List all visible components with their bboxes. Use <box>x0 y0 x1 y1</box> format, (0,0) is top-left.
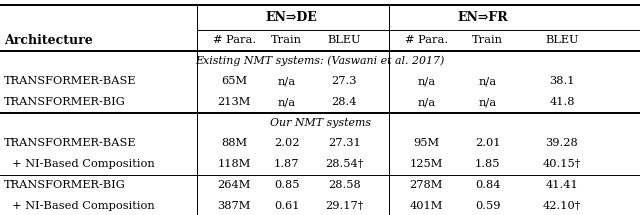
Text: # Para.: # Para. <box>212 35 256 45</box>
Text: + NI-Based Composition: + NI-Based Composition <box>12 159 154 169</box>
Text: TRANSFORMER-BASE: TRANSFORMER-BASE <box>4 138 136 148</box>
Text: n/a: n/a <box>479 97 497 107</box>
Text: n/a: n/a <box>417 76 435 86</box>
Text: 27.3: 27.3 <box>332 76 357 86</box>
Text: n/a: n/a <box>278 97 296 107</box>
Text: 0.85: 0.85 <box>274 180 300 190</box>
Text: Architecture: Architecture <box>4 34 93 47</box>
Text: 2.01: 2.01 <box>475 138 500 148</box>
Text: EN⇒FR: EN⇒FR <box>458 11 509 24</box>
Text: 0.59: 0.59 <box>475 201 500 211</box>
Text: 0.84: 0.84 <box>475 180 500 190</box>
Text: 41.41: 41.41 <box>545 180 579 190</box>
Text: Existing NMT systems: (Vaswani et al. 2017): Existing NMT systems: (Vaswani et al. 20… <box>195 55 445 66</box>
Text: 38.1: 38.1 <box>549 76 575 86</box>
Text: 2.02: 2.02 <box>274 138 300 148</box>
Text: 118M: 118M <box>218 159 251 169</box>
Text: TRANSFORMER-BASE: TRANSFORMER-BASE <box>4 76 136 86</box>
Text: EN⇒DE: EN⇒DE <box>266 11 317 24</box>
Text: 42.10†: 42.10† <box>543 201 581 211</box>
Text: BLEU: BLEU <box>328 35 361 45</box>
Text: 213M: 213M <box>218 97 251 107</box>
Text: + NI-Based Composition: + NI-Based Composition <box>12 201 154 211</box>
Text: n/a: n/a <box>278 76 296 86</box>
Text: Train: Train <box>472 35 503 45</box>
Text: BLEU: BLEU <box>545 35 579 45</box>
Text: # Para.: # Para. <box>404 35 448 45</box>
Text: n/a: n/a <box>417 97 435 107</box>
Text: 40.15†: 40.15† <box>543 159 581 169</box>
Text: Our NMT systems: Our NMT systems <box>269 118 371 127</box>
Text: 88M: 88M <box>221 138 247 148</box>
Text: 39.28: 39.28 <box>545 138 579 148</box>
Text: 65M: 65M <box>221 76 247 86</box>
Text: 1.87: 1.87 <box>274 159 300 169</box>
Text: Train: Train <box>271 35 302 45</box>
Text: 278M: 278M <box>410 180 443 190</box>
Text: 125M: 125M <box>410 159 443 169</box>
Text: 401M: 401M <box>410 201 443 211</box>
Text: 95M: 95M <box>413 138 439 148</box>
Text: 28.58: 28.58 <box>328 180 361 190</box>
Text: n/a: n/a <box>479 76 497 86</box>
Text: 1.85: 1.85 <box>475 159 500 169</box>
Text: 29.17†: 29.17† <box>325 201 364 211</box>
Text: 27.31: 27.31 <box>328 138 361 148</box>
Text: 264M: 264M <box>218 180 251 190</box>
Text: TRANSFORMER-BIG: TRANSFORMER-BIG <box>4 180 125 190</box>
Text: 28.54†: 28.54† <box>325 159 364 169</box>
Text: 0.61: 0.61 <box>274 201 300 211</box>
Text: 41.8: 41.8 <box>549 97 575 107</box>
Text: 387M: 387M <box>218 201 251 211</box>
Text: TRANSFORMER-BIG: TRANSFORMER-BIG <box>4 97 125 107</box>
Text: 28.4: 28.4 <box>332 97 357 107</box>
